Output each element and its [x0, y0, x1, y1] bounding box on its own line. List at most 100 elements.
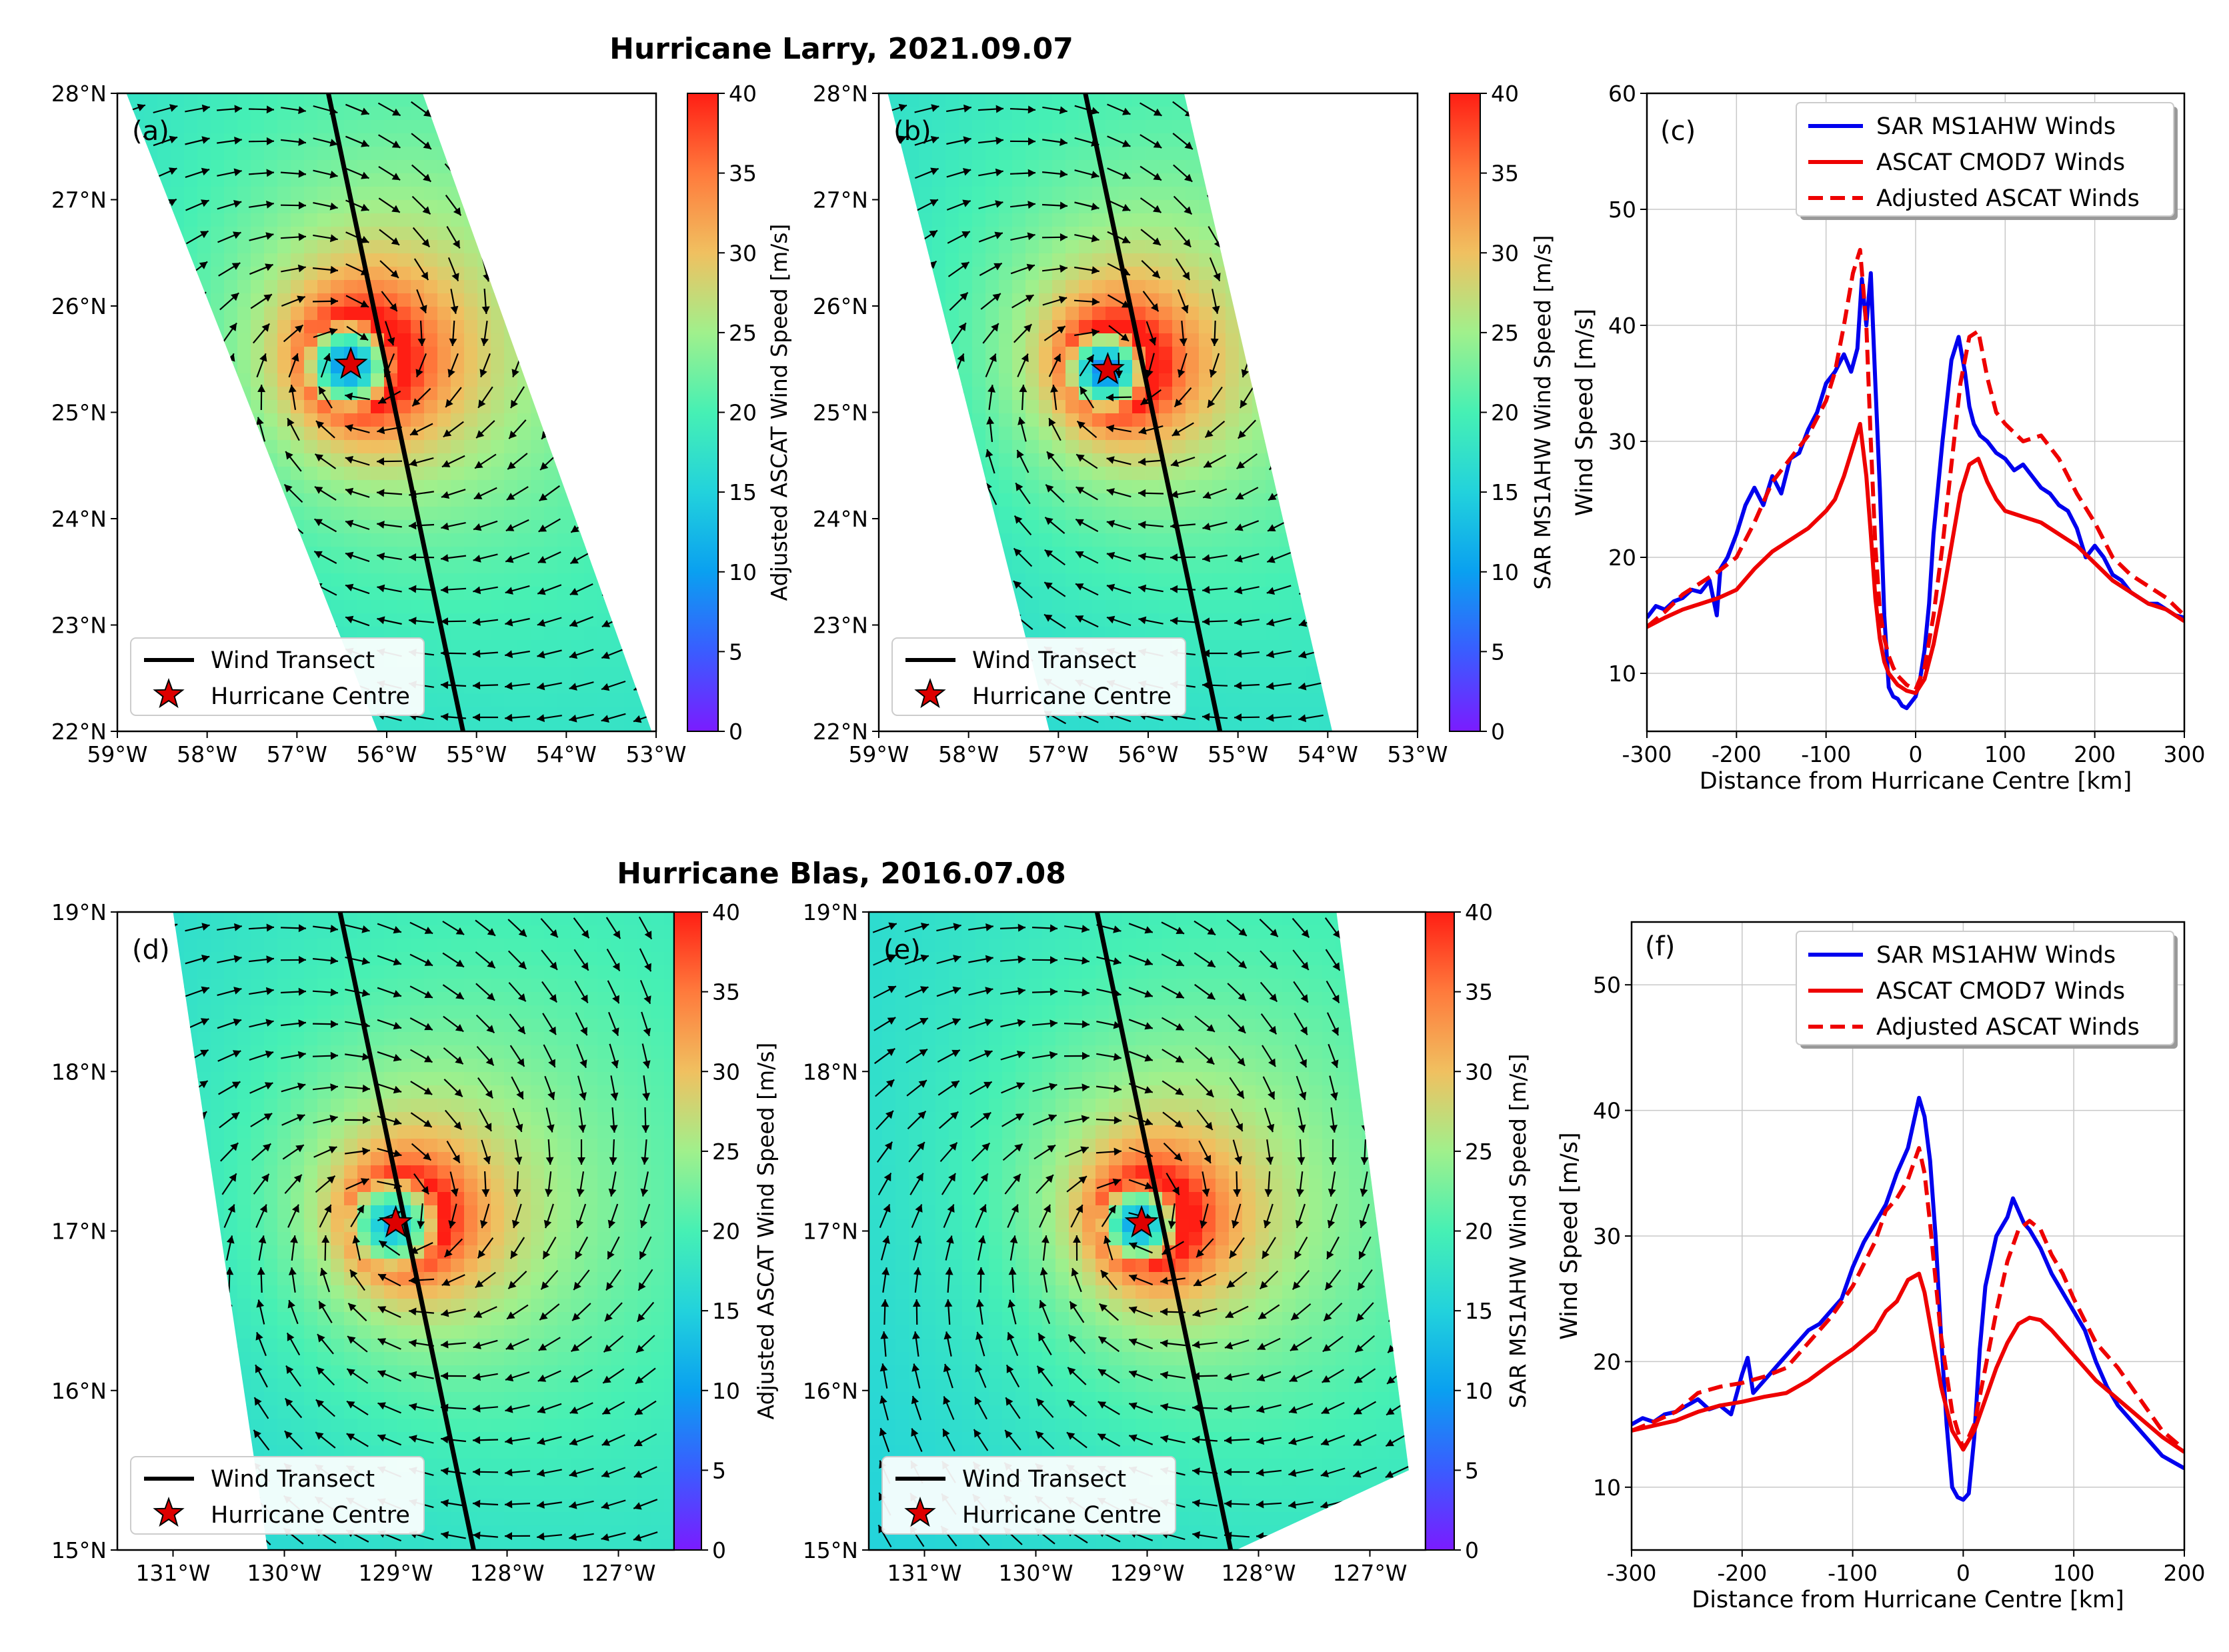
wind-arrowhead [314, 615, 323, 623]
wind-arrowhead [475, 461, 483, 469]
wind-arrowhead [890, 449, 899, 457]
wind-arrowhead [575, 369, 583, 377]
wind-arrowhead [575, 1251, 583, 1259]
wind-arrowhead [255, 1365, 263, 1373]
wind-arrow [543, 161, 555, 185]
wind-arrowhead [447, 369, 455, 377]
wind-arrowhead [1138, 553, 1146, 561]
wind-arrowhead [1068, 1334, 1077, 1343]
wind-arrowhead [1045, 1175, 1053, 1183]
wind-arrowhead [1120, 333, 1129, 341]
wind-arrowhead [329, 234, 338, 243]
wind-arrowhead [1332, 995, 1340, 1003]
wind-arrowhead [1176, 959, 1184, 966]
wind-arrowhead [454, 110, 463, 118]
wind-arrowhead [1405, 113, 1412, 121]
wind-arrowhead [1321, 1438, 1330, 1446]
wind-arrow [191, 513, 204, 537]
wind-arrow [1372, 161, 1378, 186]
wind-arrowhead [569, 1469, 577, 1477]
wind-arrowhead [515, 1123, 523, 1132]
wind-arrow [1240, 193, 1254, 217]
wind-arrowhead [1256, 1437, 1265, 1445]
series-line-ascat [1647, 421, 2184, 695]
wind-arrowhead [1138, 457, 1146, 466]
wind-arrow [1404, 129, 1411, 153]
lon-tick-label: 54°W [1298, 741, 1358, 767]
wind-arrowhead [475, 1280, 484, 1288]
wind-arrowhead [263, 1143, 271, 1152]
wind-arrowhead [409, 1435, 417, 1443]
wind-arrowhead [165, 1142, 173, 1150]
wind-arrowhead [288, 1267, 297, 1275]
wind-arrowhead [1258, 1311, 1267, 1319]
wind-arrowhead [128, 1428, 135, 1436]
legend-box [1796, 102, 2174, 217]
wind-arrow [1304, 129, 1318, 153]
wind-arrowhead [291, 353, 299, 362]
wind-arrowhead [455, 1056, 463, 1065]
wind-arrowhead [1122, 107, 1131, 115]
wind-arrowhead [581, 962, 589, 971]
wind-arrow [1370, 386, 1381, 409]
wind-arrow [188, 291, 207, 311]
wind-arrowhead [165, 291, 174, 300]
wind-arrowhead [884, 1141, 893, 1151]
lon-tick-label: 130°W [998, 1560, 1073, 1586]
wind-arrowhead [443, 429, 452, 437]
wind-arrowhead [346, 1433, 355, 1441]
wind-arrow [605, 418, 621, 441]
wind-arrow [1352, 1532, 1378, 1540]
wind-arrowhead [633, 715, 642, 723]
wind-arrowhead [321, 1235, 330, 1243]
wind-arrow [125, 1111, 142, 1129]
wind-arrowhead [298, 987, 306, 996]
wind-arrowhead [487, 928, 495, 936]
wind-arrowhead [1075, 615, 1084, 623]
wind-arrowhead [1331, 588, 1333, 595]
wind-arrowhead [409, 1307, 417, 1316]
wind-arrowhead [609, 1125, 618, 1133]
wind-arrowhead [915, 1204, 923, 1213]
wind-arrowhead [393, 1085, 402, 1094]
wind-arrowhead [545, 1157, 554, 1165]
wind-arrowhead [1266, 650, 1275, 659]
wind-arrowhead [345, 551, 354, 560]
wind-arrowhead [1288, 1501, 1296, 1509]
wind-arrowhead [473, 523, 482, 531]
wind-arrowhead [1370, 337, 1378, 345]
wind-arrowhead [199, 1081, 208, 1089]
wind-arrowhead [317, 1334, 325, 1343]
wind-arrowhead [537, 587, 546, 595]
wind-arrow [189, 322, 205, 345]
wind-arrowhead [518, 929, 527, 937]
wind-arrowhead [1334, 463, 1342, 471]
wind-arrowhead [545, 274, 554, 282]
wind-arrowhead [136, 167, 145, 175]
wind-arrowhead [473, 555, 481, 563]
wind-arrow [1276, 321, 1282, 346]
wind-arrowhead [514, 274, 523, 282]
wind-arrow [1271, 130, 1287, 153]
wind-arrowhead [1144, 1022, 1153, 1030]
wind-arrow [1276, 257, 1282, 282]
wind-arrowhead [879, 1363, 888, 1372]
wind-arrowhead [1336, 431, 1343, 440]
wind-arrowhead [195, 1204, 203, 1213]
wind-arrowhead [1333, 525, 1341, 533]
colorbar-tick-label: 15 [729, 479, 757, 505]
wind-arrowhead [995, 137, 1003, 145]
wind-arrowhead [441, 617, 449, 626]
wind-arrowhead [577, 306, 585, 314]
wind-arrowhead [1369, 401, 1376, 409]
wind-arrow [227, 1299, 232, 1325]
wind-arrowhead [225, 417, 233, 425]
wind-arrowhead [1234, 555, 1243, 563]
wind-arrowhead [1059, 233, 1067, 241]
wind-arrowhead [1021, 353, 1029, 363]
wind-arrowhead [1192, 1309, 1201, 1317]
wind-arrowhead [453, 175, 462, 183]
wind-arrowhead [1354, 1407, 1362, 1415]
lat-tick-label: 27°N [51, 187, 107, 213]
wind-arrowhead [327, 1175, 335, 1184]
